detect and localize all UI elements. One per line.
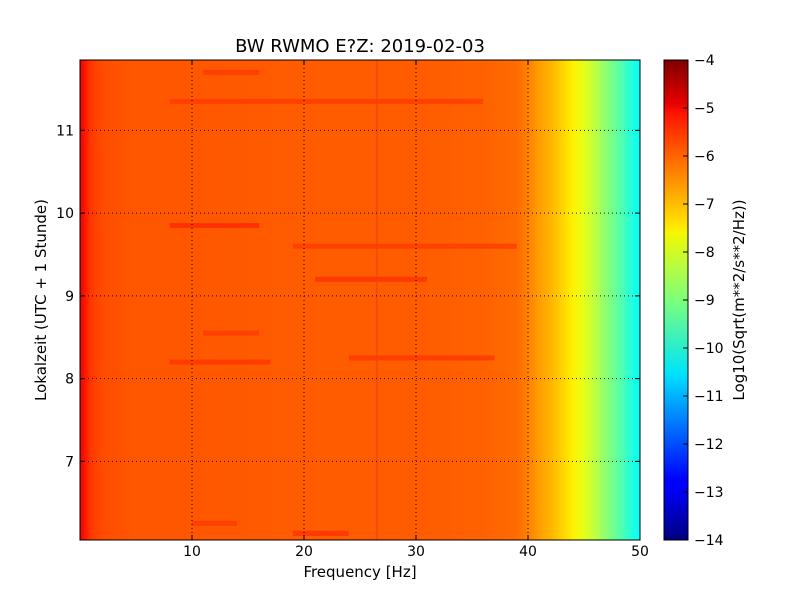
spectrogram-image: [80, 60, 640, 540]
y-tick-label: 7: [65, 454, 74, 470]
colorbar-label: Log10(Sqrt(m**2/s**2/Hz)): [730, 199, 748, 400]
colorbar-tick-label: −10: [694, 341, 724, 357]
x-axis-label: Frequency [Hz]: [303, 563, 416, 581]
spectral-band: [203, 69, 260, 75]
colorbar-tick-label: −14: [694, 533, 724, 549]
colorbar-tick-label: −7: [694, 197, 715, 213]
colorbar-tick-label: −12: [694, 437, 724, 453]
y-tick-label: 9: [65, 289, 74, 305]
spectral-band: [169, 359, 271, 365]
spectral-band: [348, 355, 495, 361]
colorbar-ticks: −4 −5 −6 −7 −8 −9 −10 −11 −12 −13 −14: [683, 53, 724, 549]
spectral-band: [192, 520, 237, 526]
x-tick-label: 40: [519, 544, 537, 560]
x-tick-label: 10: [183, 544, 201, 560]
spectral-band: [169, 98, 484, 104]
colorbar-tick-label: −9: [694, 293, 715, 309]
spectral-band: [203, 330, 260, 336]
x-tick-label: 50: [631, 544, 649, 560]
colorbar-tick-label: −13: [694, 485, 724, 501]
grid-lines: [80, 60, 640, 540]
y-tick-label: 8: [65, 372, 74, 388]
colorbar-tick-label: −11: [694, 389, 724, 405]
colorbar-tick-label: −6: [694, 149, 715, 165]
spectral-band: [169, 223, 260, 229]
spectral-band: [292, 530, 349, 536]
spectral-bands: [169, 69, 517, 536]
x-axis: 10 20 30 40 50: [183, 60, 649, 560]
colorbar-tick-label: −4: [694, 53, 715, 69]
y-tick-label: 11: [56, 123, 74, 139]
spectral-band: [315, 276, 428, 282]
colorbar-tick-label: −8: [694, 245, 715, 261]
y-axis-label: Lokalzeit (UTC + 1 Stunde): [32, 199, 50, 401]
colorbar-tick-label: −5: [694, 101, 715, 117]
plot-frame: [79, 59, 641, 541]
spectral-band: [292, 243, 517, 249]
x-tick-label: 20: [295, 544, 313, 560]
x-tick-label: 30: [407, 544, 425, 560]
y-tick-label: 10: [56, 206, 74, 222]
y-axis: 7 8 9 10 11: [56, 123, 640, 470]
chart-title: BW RWMO E?Z: 2019-02-03: [235, 36, 485, 57]
